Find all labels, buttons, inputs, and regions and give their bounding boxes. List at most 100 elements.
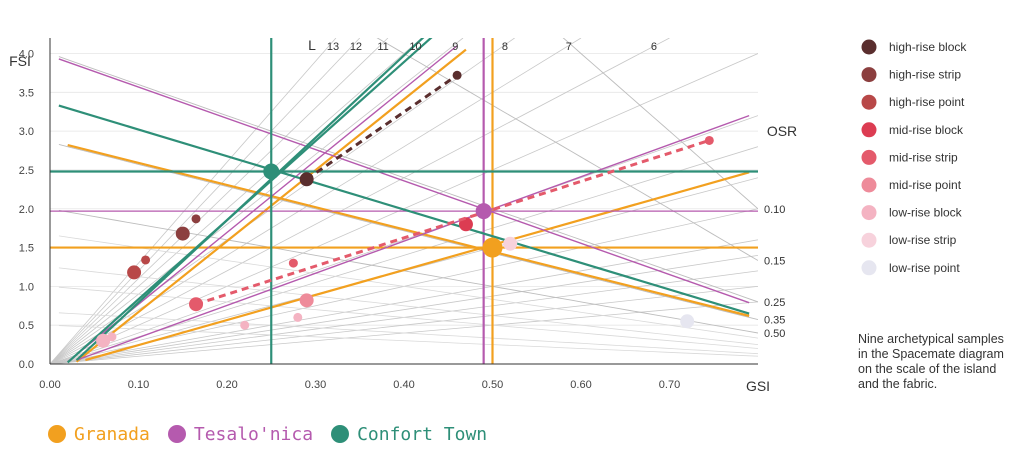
l-line-label: 8 bbox=[502, 41, 508, 53]
y-tick-label: 4.0 bbox=[19, 49, 34, 61]
l-line-label: 7 bbox=[566, 41, 572, 53]
legend-label: low-rise block bbox=[889, 206, 963, 220]
legend-label: mid-rise point bbox=[889, 178, 962, 192]
x-tick-label: 0.50 bbox=[482, 379, 503, 391]
overlay-center-point bbox=[475, 203, 492, 220]
data-point bbox=[240, 320, 250, 330]
data-point bbox=[107, 332, 117, 342]
legend-label: high-rise point bbox=[889, 95, 965, 109]
data-point bbox=[189, 297, 204, 312]
l-line bbox=[50, 38, 670, 365]
legend-swatch bbox=[861, 39, 877, 55]
data-point bbox=[96, 333, 111, 348]
osr-line-label: 0.15 bbox=[764, 256, 785, 268]
y-tick-label: 0.5 bbox=[19, 320, 34, 332]
osr-line bbox=[376, 38, 758, 261]
osr-line bbox=[58, 267, 758, 345]
l-line bbox=[50, 285, 758, 365]
overlay-center-point bbox=[263, 163, 280, 180]
overlay-diagonal-line bbox=[58, 58, 750, 304]
chart-labels: 0.00 0.10 0.20 0.30 0.40 0.50 0.60 0.70 0.0 0.5 1.… bbox=[9, 37, 797, 394]
osr-line bbox=[562, 38, 758, 210]
x-tick-label: 0.70 bbox=[659, 379, 680, 391]
granada-blob-icon bbox=[48, 425, 66, 443]
x-tick-label: 0.20 bbox=[216, 379, 237, 391]
l-line bbox=[50, 146, 758, 365]
x-axis-title: GSI bbox=[746, 378, 770, 394]
osr-line-label: 0.35 bbox=[764, 315, 785, 327]
y-tick-label: 2.5 bbox=[19, 165, 34, 177]
y-axis-title: FSI bbox=[9, 53, 31, 69]
osr-axis-title: OSR bbox=[767, 123, 797, 139]
y-tick-label: 0.0 bbox=[19, 359, 34, 371]
legend-label: mid-rise strip bbox=[889, 150, 958, 164]
hand-legend-item-granada: Granada bbox=[48, 424, 150, 445]
overlay-center-point bbox=[482, 237, 503, 258]
data-point bbox=[503, 236, 518, 251]
data-point bbox=[127, 265, 142, 280]
plot-area bbox=[50, 38, 758, 365]
l-line-label: 10 bbox=[409, 41, 421, 53]
data-point bbox=[175, 226, 190, 241]
y-tick-label: 1.5 bbox=[19, 243, 34, 255]
data-point bbox=[299, 172, 314, 187]
data-point bbox=[452, 70, 462, 80]
data-point bbox=[299, 293, 314, 308]
legend-swatch bbox=[861, 177, 877, 193]
l-line bbox=[50, 38, 337, 365]
l-line bbox=[50, 38, 389, 365]
osr-line bbox=[58, 235, 758, 339]
overlay-diagonal-line bbox=[85, 171, 750, 362]
l-line bbox=[50, 239, 758, 365]
x-tick-label: 0.40 bbox=[393, 379, 414, 391]
legend-label: mid-rise block bbox=[889, 123, 964, 137]
legend-swatch bbox=[861, 232, 877, 248]
l-line-label: 6 bbox=[651, 41, 657, 53]
l-line-label: 9 bbox=[452, 41, 458, 53]
data-point bbox=[293, 312, 303, 322]
l-axis-title: L bbox=[308, 37, 316, 53]
legend-swatch bbox=[861, 94, 877, 110]
l-line-label: 12 bbox=[350, 41, 362, 53]
legend-label: low-rise point bbox=[889, 261, 960, 275]
y-tick-label: 1.0 bbox=[19, 281, 34, 293]
x-tick-label: 0.60 bbox=[570, 379, 591, 391]
l-line bbox=[50, 38, 464, 365]
data-point bbox=[191, 214, 201, 224]
l-line bbox=[50, 38, 582, 365]
chart-axes bbox=[49, 38, 758, 365]
overlay-diagonal-line bbox=[76, 114, 750, 361]
series-dashed-connector bbox=[195, 139, 710, 306]
y-tick-label: 2.0 bbox=[19, 204, 34, 216]
osr-line bbox=[58, 325, 758, 357]
l-line-label: 11 bbox=[377, 41, 388, 53]
l-line-label: 13 bbox=[327, 41, 339, 53]
osr-line bbox=[58, 286, 758, 349]
l-line bbox=[50, 38, 361, 365]
osr-line bbox=[58, 312, 758, 355]
legend-label: high-rise strip bbox=[889, 68, 961, 82]
handwritten-legend: Granada Tesalo'nica Confort Town bbox=[48, 420, 487, 448]
osr-line bbox=[58, 209, 758, 334]
data-point bbox=[680, 314, 695, 329]
l-line bbox=[50, 254, 758, 365]
legend-swatch bbox=[861, 260, 877, 276]
legend-swatch bbox=[861, 205, 877, 221]
overlay-diagonal-line bbox=[58, 104, 750, 315]
data-point bbox=[704, 135, 714, 145]
x-tick-label: 0.00 bbox=[39, 379, 60, 391]
legend-swatch bbox=[861, 122, 877, 138]
data-point bbox=[288, 258, 298, 268]
y-tick-label: 3.0 bbox=[19, 126, 34, 138]
hand-legend-item-confort-town: Confort Town bbox=[331, 424, 487, 445]
legend-swatch bbox=[861, 67, 877, 83]
x-tick-label: 0.10 bbox=[128, 379, 149, 391]
osr-line bbox=[58, 56, 758, 303]
figure-caption: Nine archetypical samples in the Spacema… bbox=[858, 332, 1004, 391]
overlay-diagonal-line bbox=[67, 144, 750, 317]
hand-legend-label: Tesalo'nica bbox=[193, 423, 314, 445]
confort-town-blob-icon bbox=[331, 425, 350, 443]
hand-legend-item-tesalonica: Tesalo'nica bbox=[167, 423, 314, 445]
legend-swatch bbox=[861, 149, 877, 165]
